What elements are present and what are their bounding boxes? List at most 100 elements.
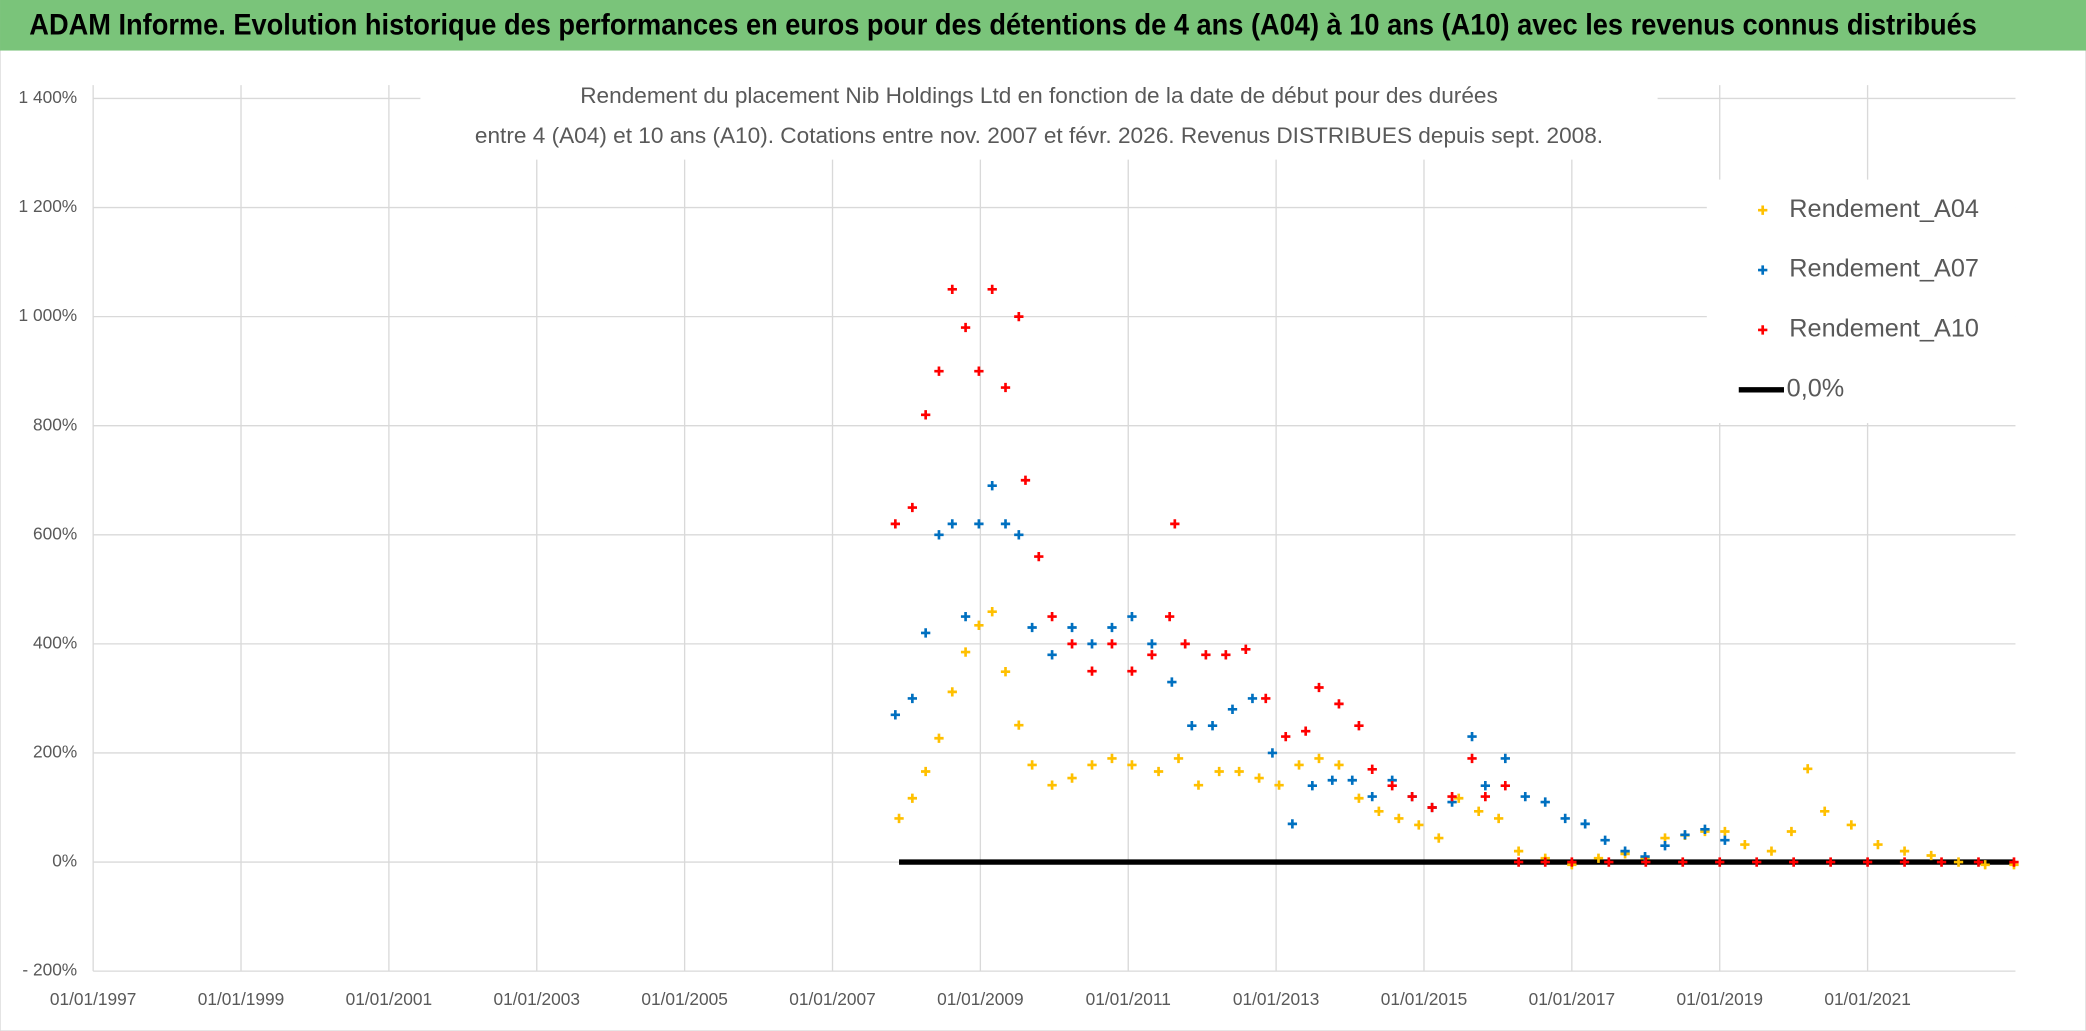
data-point <box>1480 781 1491 791</box>
data-point <box>1047 611 1057 622</box>
data-point <box>1014 720 1024 730</box>
data-point <box>1281 731 1291 742</box>
data-point <box>1899 846 1910 856</box>
data-point <box>1000 667 1011 677</box>
data-point <box>1034 551 1044 562</box>
data-point <box>1180 639 1190 649</box>
chart-title: Rendement du placement Nib Holdings Ltd … <box>580 83 1498 108</box>
legend-label: 0,0% <box>1787 374 1845 402</box>
data-point <box>1164 611 1175 622</box>
data-point <box>1513 857 1524 867</box>
x-tick-label: 01/01/2015 <box>1381 989 1468 1009</box>
data-point <box>947 284 957 295</box>
data-point <box>1294 760 1304 770</box>
data-point <box>947 519 957 529</box>
data-point <box>1314 753 1324 764</box>
data-point <box>1067 622 1077 633</box>
data-point <box>1067 639 1077 649</box>
data-point <box>1173 753 1184 764</box>
data-point <box>1820 806 1830 816</box>
data-point <box>974 366 984 376</box>
data-point <box>987 481 997 491</box>
data-point <box>1740 839 1750 850</box>
data-point <box>921 766 931 777</box>
data-point <box>1973 857 1984 867</box>
data-point <box>1201 650 1211 660</box>
header-bar <box>0 0 2086 51</box>
data-point <box>907 693 918 704</box>
data-point <box>1953 857 1964 867</box>
data-point <box>1434 833 1444 843</box>
data-point <box>1047 780 1057 790</box>
data-point <box>1207 721 1218 731</box>
data-point <box>1334 699 1344 709</box>
data-point <box>1247 693 1258 704</box>
data-point <box>1087 666 1097 676</box>
data-point <box>1862 857 1873 867</box>
data-point <box>1087 639 1097 649</box>
data-point <box>1014 530 1024 540</box>
data-point <box>1000 382 1011 393</box>
data-point <box>1107 753 1117 764</box>
data-point <box>921 628 931 638</box>
y-tick-label: 200% <box>33 742 77 762</box>
data-point <box>1660 841 1670 851</box>
x-tick-label: 01/01/2013 <box>1233 989 1320 1009</box>
data-point <box>1301 726 1311 736</box>
data-point <box>1354 793 1364 803</box>
data-point <box>1720 826 1730 837</box>
y-tick-label: - 200% <box>22 960 77 980</box>
data-point <box>1803 764 1813 774</box>
data-point <box>1936 857 1947 867</box>
data-point <box>1500 753 1510 764</box>
data-point <box>1467 753 1477 764</box>
x-tick-label: 01/01/2011 <box>1086 989 1171 1009</box>
data-point <box>907 502 918 513</box>
data-point <box>934 530 944 540</box>
data-point <box>1513 846 1524 856</box>
data-point <box>1234 766 1244 777</box>
legend-label: Rendement_A10 <box>1789 315 1979 343</box>
legend-label: Rendement_A07 <box>1789 255 1979 283</box>
data-point <box>1067 773 1077 783</box>
x-tick-label: 01/01/2003 <box>494 989 581 1009</box>
data-point <box>1267 748 1278 758</box>
data-point <box>1454 793 1464 803</box>
x-tick-label: 01/01/2007 <box>789 989 876 1009</box>
data-point <box>1347 775 1357 785</box>
data-point <box>1447 791 1457 802</box>
data-point <box>960 647 971 657</box>
data-point <box>1287 819 1298 829</box>
data-point <box>1873 839 1883 850</box>
data-point <box>1374 806 1384 816</box>
x-tick-label: 01/01/2001 <box>346 989 433 1009</box>
legend: Rendement_A04 Rendement_A07 Rendement_A10 0… <box>1706 179 2016 424</box>
data-point <box>1147 639 1157 649</box>
data-point <box>1394 813 1404 824</box>
data-point <box>1560 813 1570 824</box>
x-tick-label: 01/01/2005 <box>641 989 727 1009</box>
data-point <box>1367 764 1377 774</box>
data-point <box>960 611 971 622</box>
data-point <box>1700 824 1710 834</box>
data-point <box>1254 773 1264 783</box>
data-point <box>1766 846 1777 856</box>
legend-swatch <box>1758 205 1768 215</box>
y-tick-label: 400% <box>33 632 77 652</box>
y-tick-label: 800% <box>33 414 77 434</box>
title-box <box>420 77 1658 160</box>
data-point <box>1720 835 1730 845</box>
data-point <box>934 733 944 743</box>
data-point <box>987 284 997 295</box>
data-point <box>1427 802 1437 813</box>
x-tick-label: 01/01/2009 <box>937 989 1024 1009</box>
data-point <box>1846 820 1856 830</box>
data-point <box>1047 650 1057 660</box>
data-point <box>1580 819 1590 829</box>
data-point <box>1407 791 1417 802</box>
data-point <box>1107 639 1117 649</box>
data-point <box>1087 760 1097 770</box>
y-tick-label: 1 400% <box>19 87 78 107</box>
y-tick-label: 1 200% <box>19 196 78 216</box>
data-point <box>2009 857 2019 867</box>
